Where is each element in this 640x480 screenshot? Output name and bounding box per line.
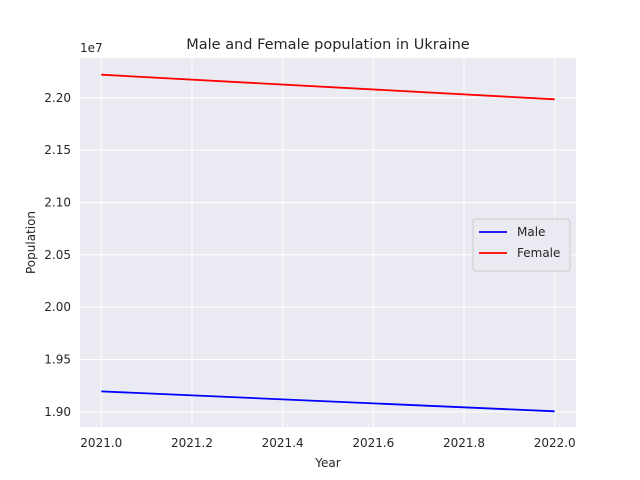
x-tick-label: 2021.6: [352, 436, 394, 450]
x-tick-label: 2021.2: [171, 436, 213, 450]
series-line-female: [101, 73, 555, 101]
y-tick-label: 2.00: [44, 300, 71, 314]
y-tick-label: 1.95: [44, 352, 71, 366]
y-axis-label: Population: [24, 211, 38, 274]
y-tick-label: 2.05: [44, 248, 71, 262]
legend: Male Female: [472, 218, 571, 272]
chart-title: Male and Female population in Ukraine: [186, 37, 470, 53]
x-tick-labels: 2021.0 2021.2 2021.4 2021.6 2021.8 2022.0: [80, 436, 575, 450]
y-tick-label: 2.15: [44, 143, 71, 157]
x-tick-label: 2021.0: [80, 436, 122, 450]
y-tick-label: 2.20: [44, 91, 71, 105]
y-tick-labels: 1.90 1.95 2.00 2.05 2.10 2.15 2.20: [44, 91, 71, 419]
series-line-male: [101, 390, 555, 413]
legend-label-male: Male: [517, 225, 545, 239]
y-tick-label: 1.90: [44, 405, 71, 419]
y-axis-offset-label: 1e7: [80, 41, 103, 55]
x-tick-label: 2021.4: [262, 436, 304, 450]
x-axis-label: Year: [314, 456, 340, 470]
x-tick-label: 2021.8: [443, 436, 485, 450]
y-tick-label: 2.10: [44, 195, 71, 209]
x-tick-label: 2022.0: [534, 436, 576, 450]
series-lines: [101, 73, 555, 413]
legend-label-female: Female: [517, 246, 560, 260]
